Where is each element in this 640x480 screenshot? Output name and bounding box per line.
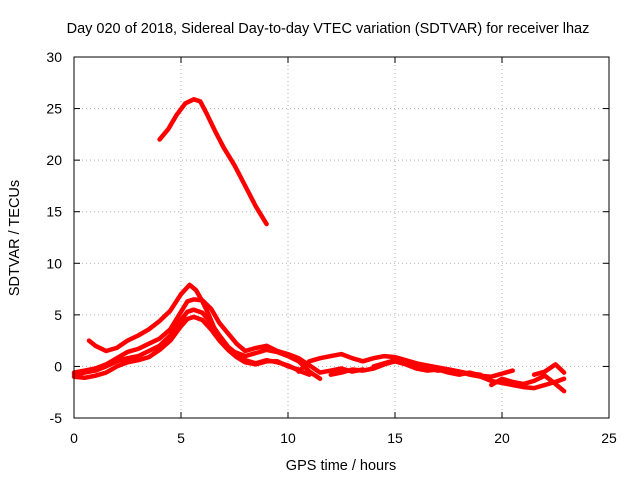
x-tick-label: 10 [280, 430, 296, 446]
x-tick-label: 25 [601, 430, 617, 446]
y-tick-label: 25 [46, 101, 62, 117]
series-line-arc-i [531, 362, 567, 377]
series-line-arc-g [371, 357, 567, 391]
chart-title: Day 020 of 2018, Sidereal Day-to-day VTE… [67, 21, 590, 37]
y-tick-label: 20 [46, 152, 62, 168]
x-tick-label: 0 [70, 430, 78, 446]
x-tick-label: 5 [177, 430, 185, 446]
plot-frame [73, 56, 610, 419]
series-line-arc-b [71, 297, 366, 375]
y-tick-label: 30 [46, 49, 62, 65]
y-tick-label: 10 [46, 255, 62, 271]
x-tick-label: 20 [494, 430, 510, 446]
y-tick-label: -5 [50, 410, 63, 426]
y-axis-label: SDTVAR / TECUs [7, 180, 23, 296]
y-tick-label: 15 [46, 204, 62, 220]
series-line-arc-h [489, 373, 567, 394]
y-tick-label: 0 [54, 358, 62, 374]
grid-lines [74, 57, 609, 418]
y-tick-label: 5 [54, 307, 62, 323]
series-line-arc-d [71, 314, 301, 381]
axis-ticks [73, 56, 610, 419]
series-lines [71, 97, 567, 394]
x-tick-label: 15 [387, 430, 403, 446]
x-tick-labels: 0 5 10 15 20 25 [70, 430, 617, 446]
series-line-arc-high [157, 97, 269, 227]
x-axis-label: GPS time / hours [286, 458, 396, 474]
y-tick-labels: -5 0 5 10 15 20 25 30 [46, 49, 62, 426]
